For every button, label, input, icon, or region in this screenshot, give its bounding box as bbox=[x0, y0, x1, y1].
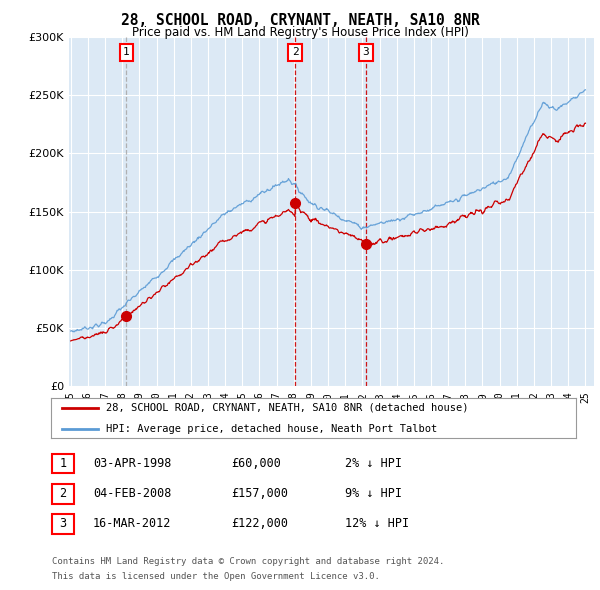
Text: HPI: Average price, detached house, Neath Port Talbot: HPI: Average price, detached house, Neat… bbox=[106, 424, 437, 434]
Text: 3: 3 bbox=[362, 47, 370, 57]
Text: 1: 1 bbox=[59, 457, 67, 470]
Text: £60,000: £60,000 bbox=[231, 457, 281, 470]
Text: Price paid vs. HM Land Registry's House Price Index (HPI): Price paid vs. HM Land Registry's House … bbox=[131, 26, 469, 39]
Text: 12% ↓ HPI: 12% ↓ HPI bbox=[345, 517, 409, 530]
Text: 3: 3 bbox=[59, 517, 67, 530]
Text: Contains HM Land Registry data © Crown copyright and database right 2024.: Contains HM Land Registry data © Crown c… bbox=[52, 558, 445, 566]
Text: 04-FEB-2008: 04-FEB-2008 bbox=[93, 487, 172, 500]
Text: 1: 1 bbox=[123, 47, 130, 57]
Text: 2: 2 bbox=[292, 47, 299, 57]
Text: 9% ↓ HPI: 9% ↓ HPI bbox=[345, 487, 402, 500]
Text: £122,000: £122,000 bbox=[231, 517, 288, 530]
Text: 28, SCHOOL ROAD, CRYNANT, NEATH, SA10 8NR (detached house): 28, SCHOOL ROAD, CRYNANT, NEATH, SA10 8N… bbox=[106, 403, 469, 413]
Text: 2: 2 bbox=[59, 487, 67, 500]
Text: This data is licensed under the Open Government Licence v3.0.: This data is licensed under the Open Gov… bbox=[52, 572, 380, 581]
Text: 28, SCHOOL ROAD, CRYNANT, NEATH, SA10 8NR: 28, SCHOOL ROAD, CRYNANT, NEATH, SA10 8N… bbox=[121, 13, 479, 28]
Text: £157,000: £157,000 bbox=[231, 487, 288, 500]
Text: 03-APR-1998: 03-APR-1998 bbox=[93, 457, 172, 470]
Text: 16-MAR-2012: 16-MAR-2012 bbox=[93, 517, 172, 530]
Text: 2% ↓ HPI: 2% ↓ HPI bbox=[345, 457, 402, 470]
